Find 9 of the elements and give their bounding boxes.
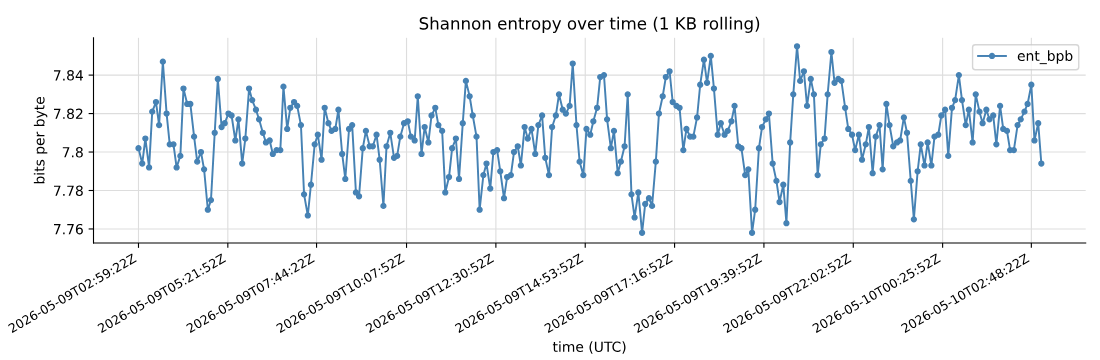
chart-title: Shannon entropy over time (1 KB rolling)	[419, 16, 760, 33]
y-tick-label: 7.82	[53, 108, 83, 120]
y-axis-title: bits per byte	[33, 97, 48, 184]
x-axis-title: time (UTC)	[552, 341, 626, 354]
y-tick-label: 7.78	[53, 185, 83, 196]
y-tick-label: 7.76	[53, 223, 83, 235]
y-tick-label: 7.84	[53, 70, 83, 81]
y-tick-label: 7.8	[62, 147, 83, 158]
legend-label: ent_bpb	[1017, 50, 1073, 65]
